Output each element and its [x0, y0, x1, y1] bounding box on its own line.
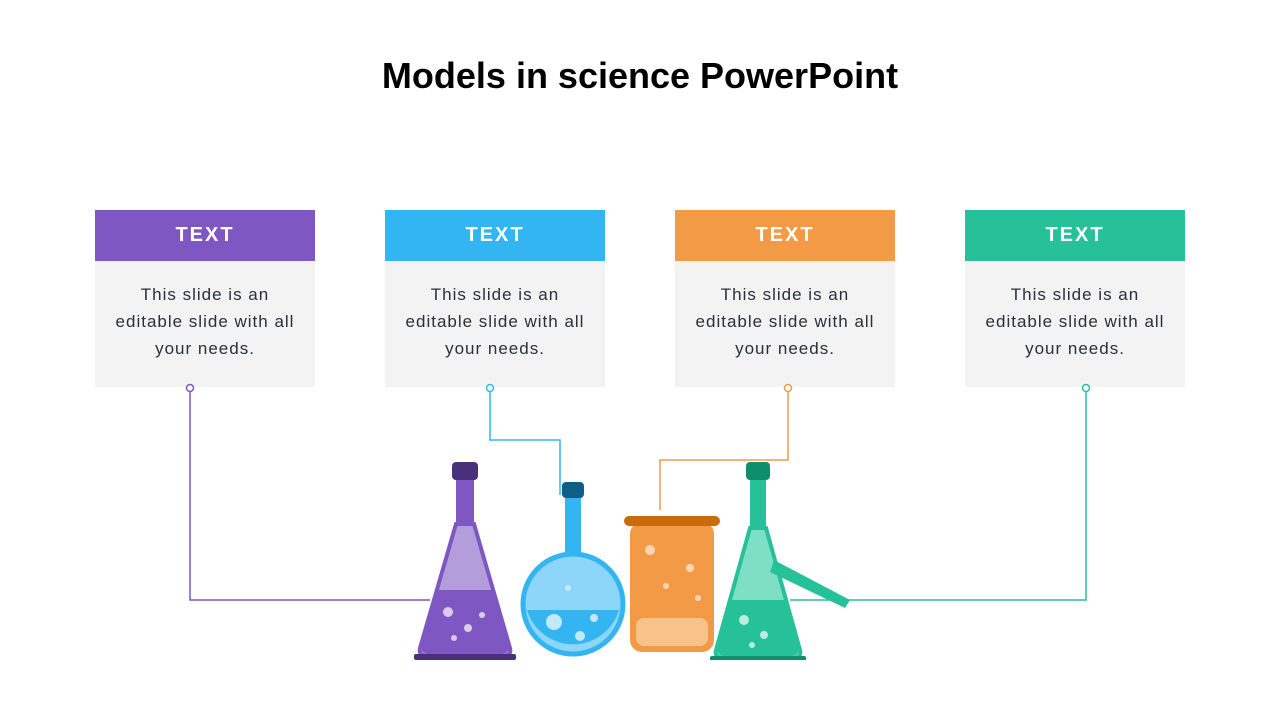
- card-2-body: This slide is an editable slide with all…: [385, 261, 605, 387]
- card-1-body: This slide is an editable slide with all…: [95, 261, 315, 387]
- round-flask-icon: [518, 480, 628, 660]
- card-2-header: TEXT: [385, 210, 605, 261]
- card-4-body: This slide is an editable slide with all…: [965, 261, 1185, 387]
- card-1: TEXT This slide is an editable slide wit…: [95, 210, 315, 387]
- card-4: TEXT This slide is an editable slide wit…: [965, 210, 1185, 387]
- card-2: TEXT This slide is an editable slide wit…: [385, 210, 605, 387]
- card-3-header: TEXT: [675, 210, 895, 261]
- erlenmeyer-flask-icon: [410, 460, 520, 660]
- card-1-header: TEXT: [95, 210, 315, 261]
- card-3-body: This slide is an editable slide with all…: [675, 261, 895, 387]
- flask-group: [0, 460, 1280, 720]
- retort-flask-icon: [710, 460, 860, 660]
- page-title: Models in science PowerPoint: [0, 0, 1280, 97]
- beaker-icon: [622, 510, 722, 660]
- card-4-header: TEXT: [965, 210, 1185, 261]
- card-3: TEXT This slide is an editable slide wit…: [675, 210, 895, 387]
- cards-row: TEXT This slide is an editable slide wit…: [0, 210, 1280, 387]
